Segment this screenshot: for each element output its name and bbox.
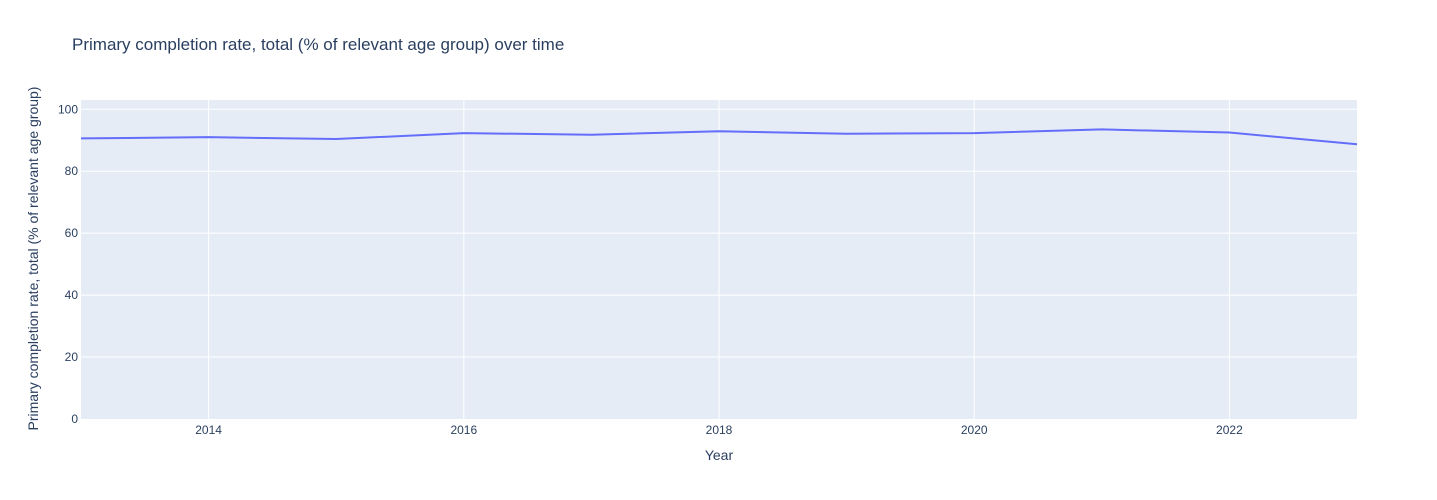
y-tick-label: 80 bbox=[65, 164, 79, 178]
y-tick-label: 60 bbox=[65, 226, 79, 240]
chart-title: Primary completion rate, total (% of rel… bbox=[72, 35, 564, 54]
x-axis-ticks: 2014 2016 2018 2020 2022 bbox=[195, 423, 1243, 437]
y-axis-title: Primary completion rate, total (% of rel… bbox=[25, 87, 41, 431]
x-tick-label: 2016 bbox=[450, 423, 477, 437]
y-tick-label: 20 bbox=[65, 350, 79, 364]
y-tick-label: 0 bbox=[71, 412, 78, 426]
x-tick-label: 2022 bbox=[1216, 423, 1243, 437]
series-line bbox=[80, 128, 1358, 146]
x-axis-title: Year bbox=[705, 447, 734, 463]
x-tick-label: 2018 bbox=[706, 423, 733, 437]
series-layer bbox=[80, 128, 1358, 146]
y-gridlines bbox=[81, 108, 1357, 358]
y-tick-label: 40 bbox=[65, 288, 79, 302]
y-axis-ticks: 0 20 40 60 80 100 bbox=[58, 102, 78, 426]
x-gridlines bbox=[208, 100, 1230, 419]
x-tick-label: 2014 bbox=[195, 423, 222, 437]
y-tick-label: 100 bbox=[58, 102, 78, 116]
x-tick-label: 2020 bbox=[961, 423, 988, 437]
